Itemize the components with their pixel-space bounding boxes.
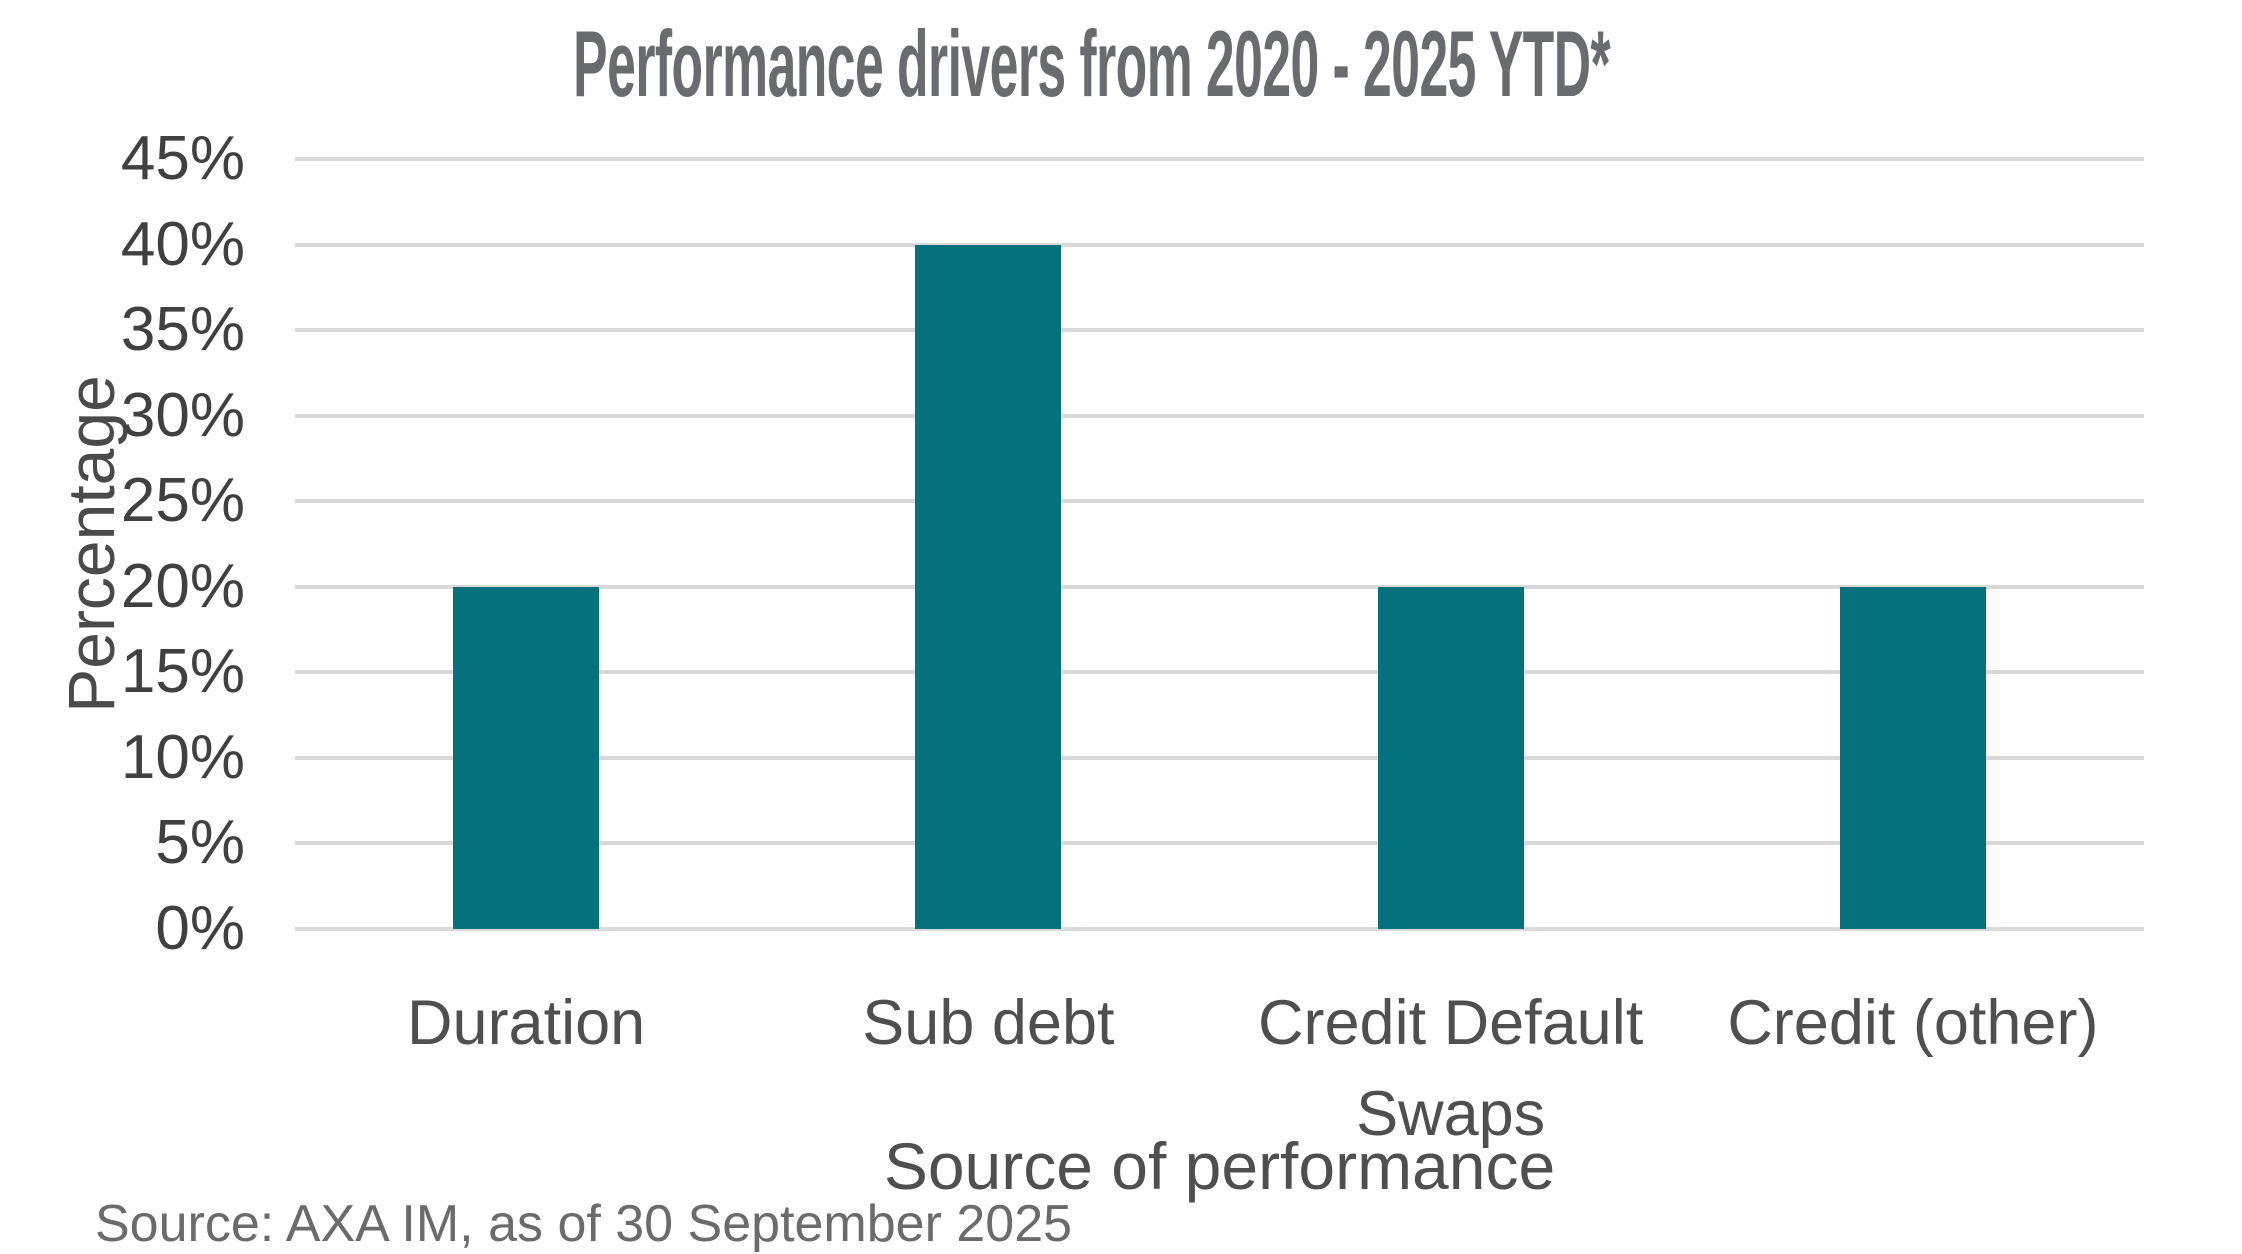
bars: [295, 159, 2144, 929]
y-tick-label: 25%: [120, 466, 245, 536]
bar: [1839, 586, 1986, 929]
x-tick-label: Duration: [295, 978, 757, 1069]
x-tick-label-text: Sub debt: [862, 988, 1115, 1058]
plot-area: [295, 157, 2144, 931]
x-tick-label: Sub debt: [757, 978, 1219, 1069]
bar: [915, 244, 1062, 929]
bar: [453, 586, 600, 929]
gridline: [295, 841, 2144, 846]
source-note: Source: AXA IM, as of 30 September 2025: [95, 1195, 1073, 1253]
gridline: [295, 413, 2144, 418]
x-tick-label: Credit (other): [1682, 978, 2144, 1069]
gridline: [295, 584, 2144, 589]
gridline: [295, 499, 2144, 504]
x-tick-label: Credit Default Swaps: [1220, 978, 1682, 1161]
bar-slot: [1220, 159, 1682, 929]
chart-title: Performance drivers from 2020 - 2025 YTD…: [0, 10, 2184, 118]
y-tick-label: 45%: [120, 124, 245, 193]
bar-slot: [295, 159, 757, 929]
gridline: [295, 927, 2144, 931]
y-tick-label: 20%: [120, 551, 245, 621]
y-tick-label: 15%: [120, 637, 245, 707]
y-tick-label: 0%: [155, 894, 245, 963]
gridline: [295, 157, 2144, 161]
gridline: [295, 328, 2144, 333]
gridline: [295, 670, 2144, 675]
x-tick-label-text: Credit (other): [1727, 988, 2099, 1058]
y-tick-label: 30%: [120, 380, 245, 450]
y-tick-label: 5%: [155, 808, 245, 878]
x-tick-label-text: Duration: [407, 988, 646, 1058]
bar-slot: [757, 159, 1219, 929]
y-tick-label: 40%: [120, 209, 245, 279]
y-tick-label: 35%: [120, 295, 245, 365]
y-tick-label: 10%: [120, 722, 245, 792]
x-axis-title: Source of performance: [883, 1129, 1556, 1203]
bar: [1377, 586, 1524, 929]
x-tick-label-text: Credit Default Swaps: [1258, 988, 1644, 1150]
gridline: [295, 755, 2144, 760]
gridline: [295, 242, 2144, 247]
bar-slot: [1682, 159, 2144, 929]
chart-title-text: Performance drivers from 2020 - 2025 YTD…: [573, 11, 1611, 116]
x-tick-labels: Duration Sub debt Credit Default Swaps Cred…: [295, 978, 2144, 1161]
y-tick-labels: 0% 5% 10% 15% 20% 25% 30% 35% 40% 45%: [0, 128, 245, 960]
